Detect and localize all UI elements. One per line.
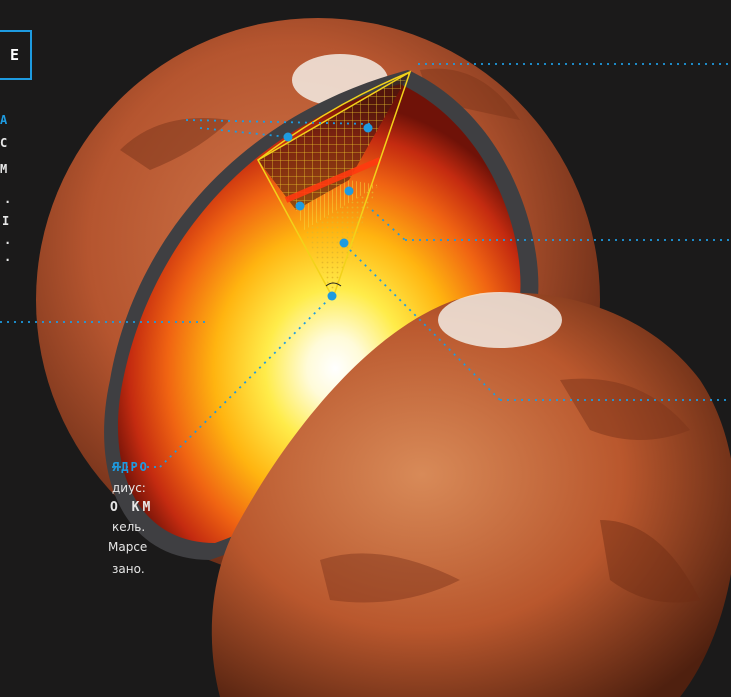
marker-dot: [283, 132, 293, 142]
marker-dot: [327, 291, 337, 301]
fragment-c: C: [0, 136, 8, 150]
leader-line-mantle-left: [199, 127, 289, 138]
fragment-m: M: [0, 162, 8, 176]
leader-lines: [0, 63, 731, 468]
fragment-dot-1: .: [4, 192, 12, 206]
layer-wedge: [256, 70, 412, 300]
core-material: кель.: [112, 520, 146, 534]
core-note-1: Марсе: [108, 540, 148, 554]
marker-dot: [344, 186, 354, 196]
mars-front-planet: [211, 292, 731, 697]
leader-line-mantle: [185, 119, 371, 125]
fragment-dot-3: .: [4, 250, 12, 264]
markers: [283, 123, 373, 301]
fragment-i: I: [2, 214, 10, 228]
marker-dot: [295, 201, 305, 211]
fragment-dot-2: .: [4, 233, 12, 247]
header-box: E: [0, 30, 32, 80]
fragment-a: A: [0, 113, 8, 127]
core-radius-value: О КМ: [110, 500, 154, 515]
core-title: ЯДРО: [112, 460, 149, 474]
mars-cut-planet: [36, 18, 600, 582]
core-note-2: зано.: [112, 562, 145, 576]
marker-dot: [339, 238, 349, 248]
core-radius-label: диус:: [112, 481, 146, 495]
leader-line-core: [344, 244, 501, 401]
marker-dot: [363, 123, 373, 133]
leader-line-inner: [371, 209, 406, 241]
